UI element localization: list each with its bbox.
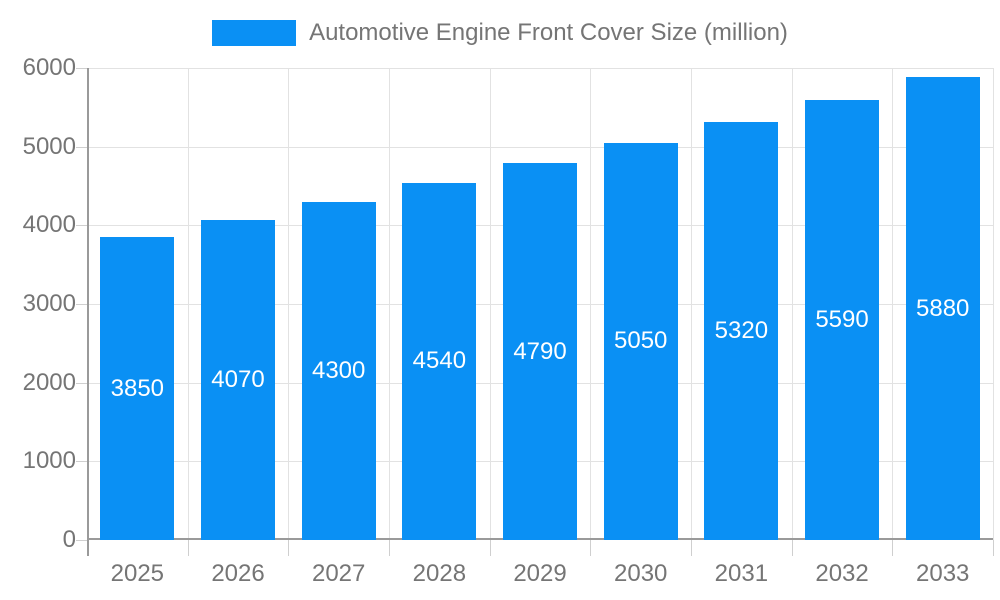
gridline-vertical bbox=[791, 68, 793, 540]
bar-value-label: 5880 bbox=[916, 294, 970, 322]
y-axis-tick-label: 1000 bbox=[22, 447, 76, 475]
bar[interactable]: 5050 bbox=[603, 142, 678, 540]
bar-column: 5320 bbox=[691, 68, 792, 540]
legend-swatch bbox=[212, 20, 297, 46]
y-axis-tick bbox=[76, 461, 87, 463]
x-axis-tick bbox=[892, 540, 894, 556]
x-axis-tick bbox=[288, 540, 290, 556]
y-axis-tick bbox=[76, 382, 87, 384]
x-axis-tick bbox=[993, 540, 994, 556]
y-axis-tick-label: 5000 bbox=[22, 132, 76, 160]
gridline-horizontal bbox=[87, 68, 993, 69]
bar-column: 4070 bbox=[188, 68, 289, 540]
y-axis-tick bbox=[76, 225, 87, 227]
bar[interactable]: 5320 bbox=[704, 121, 779, 540]
x-axis-label: 2027 bbox=[311, 560, 366, 587]
gridline-vertical bbox=[892, 68, 894, 540]
x-axis-label: 2026 bbox=[211, 560, 265, 587]
x-axis-label: 2030 bbox=[614, 560, 668, 587]
y-axis-tick bbox=[76, 540, 87, 541]
bar[interactable]: 4790 bbox=[503, 163, 578, 540]
x-axis-label: 2032 bbox=[815, 560, 869, 587]
x-axis-tick bbox=[791, 540, 793, 556]
bar-value-label: 5320 bbox=[714, 316, 769, 344]
bar-value-label: 3850 bbox=[110, 374, 165, 402]
bar[interactable]: 4540 bbox=[402, 182, 477, 540]
bar-column: 5050 bbox=[590, 68, 691, 540]
y-axis-tick-label: 2000 bbox=[22, 368, 76, 396]
legend-label: Automotive Engine Front Cover Size (mill… bbox=[309, 19, 788, 46]
y-axis-tick-label: 4000 bbox=[22, 211, 76, 239]
bar[interactable]: 5590 bbox=[805, 100, 880, 540]
y-axis-tick bbox=[76, 304, 87, 305]
y-axis-line bbox=[87, 68, 89, 556]
bar-column: 5880 bbox=[892, 68, 993, 540]
bar-column: 3850 bbox=[87, 68, 188, 540]
y-axis-tick bbox=[76, 68, 87, 69]
x-axis-label: 2029 bbox=[513, 560, 567, 587]
plot-area: 3850 4070 4300 4540 4790 5050 5320 5590 5880 bbox=[76, 68, 994, 556]
x-axis-label: 2033 bbox=[916, 560, 970, 587]
x-axis-label: 2031 bbox=[714, 560, 769, 587]
bar[interactable]: 3850 bbox=[100, 237, 175, 540]
gridline-vertical bbox=[489, 68, 491, 540]
x-axis-label: 2025 bbox=[110, 560, 165, 587]
x-axis-tick bbox=[388, 540, 390, 556]
gridline-vertical bbox=[690, 68, 692, 540]
bar-value-label: 4540 bbox=[412, 347, 467, 375]
x-axis-label: 2028 bbox=[412, 560, 467, 587]
bar-value-label: 5590 bbox=[815, 306, 869, 334]
y-axis-labels: 0 1000 2000 3000 4000 5000 6000 bbox=[0, 54, 76, 553]
x-axis-tick bbox=[590, 540, 592, 556]
gridline-vertical bbox=[590, 68, 592, 540]
gridline-vertical bbox=[288, 68, 290, 540]
bar-column: 4300 bbox=[288, 68, 389, 540]
y-axis-tick bbox=[76, 146, 87, 148]
x-axis-tick bbox=[489, 540, 491, 556]
gridline-horizontal bbox=[87, 146, 993, 148]
bar[interactable]: 4070 bbox=[201, 219, 275, 540]
gridline-vertical bbox=[388, 68, 390, 540]
x-axis-tick bbox=[690, 540, 692, 556]
y-axis-tick-label: 3000 bbox=[22, 290, 76, 317]
bar-value-label: 5050 bbox=[613, 327, 668, 355]
bar-series: 3850 4070 4300 4540 4790 5050 5320 5590 5880 bbox=[87, 68, 993, 540]
legend[interactable]: Automotive Engine Front Cover Size (mill… bbox=[0, 17, 1000, 49]
bar[interactable]: 5880 bbox=[905, 77, 980, 540]
y-axis-tick-label: 0 bbox=[62, 526, 76, 553]
gridline-vertical bbox=[993, 68, 994, 540]
bar-column: 4540 bbox=[389, 68, 490, 540]
bar-value-label: 4070 bbox=[211, 365, 265, 393]
bar-value-label: 4790 bbox=[513, 337, 567, 365]
bar[interactable]: 4300 bbox=[301, 201, 376, 540]
bar-column: 4790 bbox=[490, 68, 591, 540]
bar-value-label: 4300 bbox=[311, 356, 366, 384]
gridline-vertical bbox=[187, 68, 189, 540]
bar-column: 5590 bbox=[792, 68, 893, 540]
y-axis-tick-label: 6000 bbox=[22, 54, 76, 81]
x-axis-tick bbox=[187, 540, 189, 556]
x-axis-labels: 2025 2026 2027 2028 2029 2030 2031 2032 2033 bbox=[87, 560, 993, 588]
